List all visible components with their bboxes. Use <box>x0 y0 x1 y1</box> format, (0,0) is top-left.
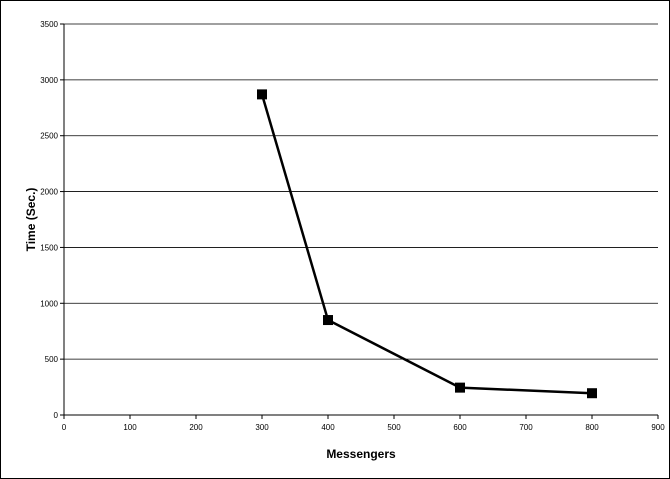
y-tick-label-7: 3500 <box>40 20 58 29</box>
x-tick-label-3: 300 <box>255 423 269 432</box>
gridlines <box>64 23 658 360</box>
x-tick-label-1: 100 <box>123 423 137 432</box>
data-point-3 <box>587 388 597 399</box>
series-line-0 <box>260 94 593 395</box>
y-tick-label-0: 0 <box>54 411 59 420</box>
x-tick-label-5: 500 <box>387 423 401 432</box>
y-tick-label-6: 3000 <box>40 76 58 85</box>
data-point-1 <box>323 315 333 326</box>
x-tick-label-0: 0 <box>62 423 67 432</box>
data-point-2 <box>455 382 465 393</box>
x-tick-label-8: 800 <box>585 423 599 432</box>
x-tick-label-9: 900 <box>651 423 665 432</box>
y-tick-label-3: 1500 <box>40 243 58 252</box>
y-tick-label-5: 2500 <box>40 132 58 141</box>
x-axis-label: Messengers <box>326 447 396 461</box>
data-point-0 <box>257 89 267 100</box>
y-tick-label-4: 2000 <box>40 188 58 197</box>
x-axis-ticks: 0 100 200 300 400 500 600 700 800 900 <box>62 415 665 432</box>
x-tick-label-4: 400 <box>321 423 335 432</box>
y-tick-label-1: 500 <box>45 355 59 364</box>
series-group <box>257 89 597 399</box>
x-tick-label-6: 600 <box>453 423 467 432</box>
x-tick-label-2: 200 <box>189 423 203 432</box>
y-axis-ticks: 0 500 1000 1500 2000 2500 3000 3500 <box>40 20 64 420</box>
x-tick-label-7: 700 <box>519 423 533 432</box>
y-axis-label: Time (Sec.) <box>24 188 38 252</box>
y-tick-label-2: 1000 <box>40 299 58 308</box>
